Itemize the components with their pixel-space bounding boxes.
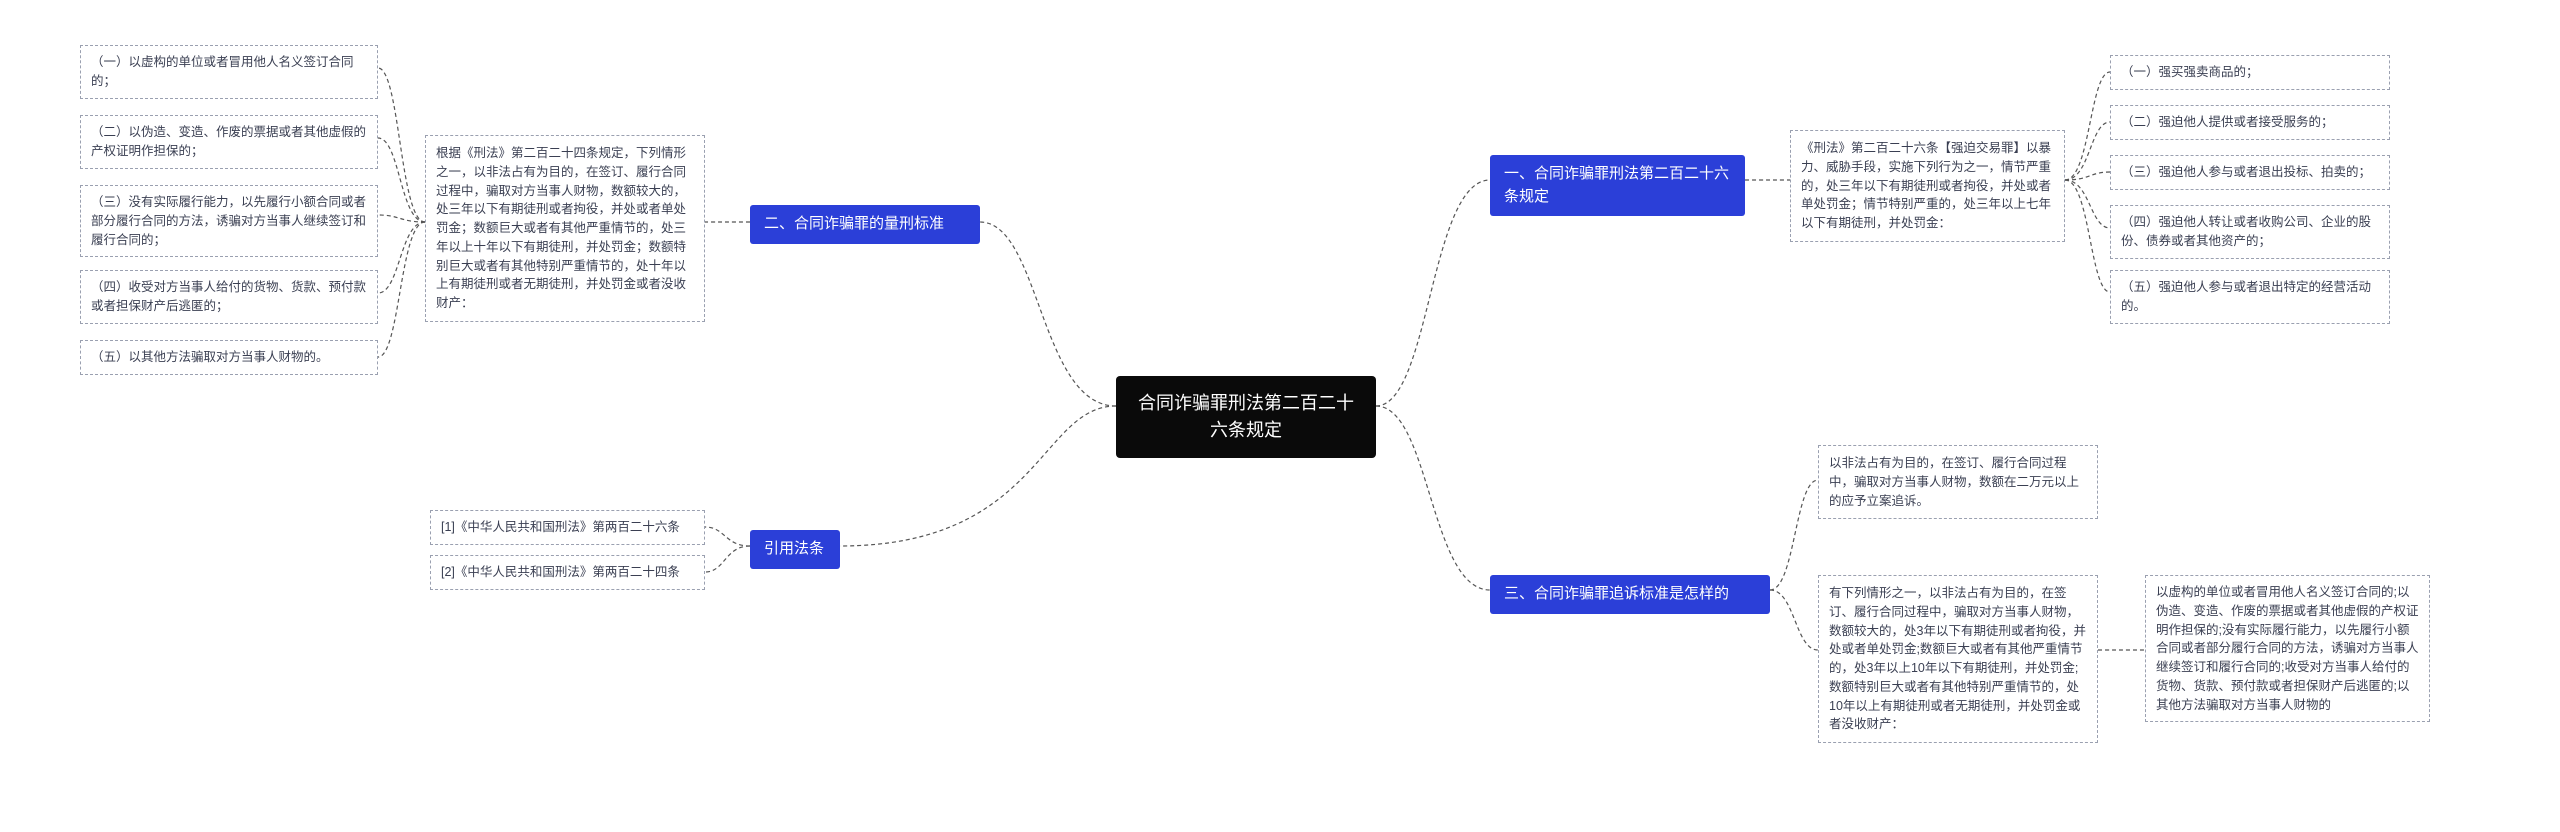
branch-2[interactable]: 二、合同诈骗罪的量刑标准 — [750, 205, 980, 244]
branch-2-leaf-2-text: （三）没有实际履行能力，以先履行小额合同或者部分履行合同的方法，诱骗对方当事人继… — [91, 195, 366, 247]
branch-1-leaf-2-text: （三）强迫他人参与或者退出投标、拍卖的； — [2121, 165, 2371, 179]
branch-3-leaf2: 以虚构的单位或者冒用他人名义签订合同的;以伪造、变造、作废的票据或者其他虚假的产… — [2145, 575, 2430, 722]
branch-4-leaf-1-text: [2]《中华人民共和国刑法》第两百二十四条 — [441, 565, 680, 579]
branch-2-leaf-4: （五）以其他方法骗取对方当事人财物的。 — [80, 340, 378, 375]
branch-1-label: 一、合同诈骗罪刑法第二百二十六条规定 — [1504, 165, 1729, 205]
branch-1-leaf-1-text: （二）强迫他人提供或者接受服务的； — [2121, 115, 2334, 129]
branch-3-desc1: 以非法占有为目的，在签订、履行合同过程中，骗取对方当事人财物，数额在二万元以上的… — [1818, 445, 2098, 519]
branch-3-desc2-text: 有下列情形之一，以非法占有为目的，在签订、履行合同过程中，骗取对方当事人财物，数… — [1829, 586, 2086, 731]
branch-2-leaf-4-text: （五）以其他方法骗取对方当事人财物的。 — [91, 350, 329, 364]
branch-3-desc2: 有下列情形之一，以非法占有为目的，在签订、履行合同过程中，骗取对方当事人财物，数… — [1818, 575, 2098, 743]
branch-3[interactable]: 三、合同诈骗罪追诉标准是怎样的 — [1490, 575, 1770, 614]
branch-4-leaf-1: [2]《中华人民共和国刑法》第两百二十四条 — [430, 555, 705, 590]
branch-2-desc: 根据《刑法》第二百二十四条规定，下列情形之一，以非法占有为目的，在签订、履行合同… — [425, 135, 705, 322]
branch-3-leaf2-text: 以虚构的单位或者冒用他人名义签订合同的;以伪造、变造、作废的票据或者其他虚假的产… — [2156, 585, 2419, 712]
branch-4-leaf-0: [1]《中华人民共和国刑法》第两百二十六条 — [430, 510, 705, 545]
root-text: 合同诈骗罪刑法第二百二十六条规定 — [1138, 393, 1354, 440]
branch-2-leaf-0-text: （一）以虚构的单位或者冒用他人名义签订合同的； — [91, 55, 354, 88]
mindmap-root[interactable]: 合同诈骗罪刑法第二百二十六条规定 — [1116, 376, 1376, 458]
branch-3-label: 三、合同诈骗罪追诉标准是怎样的 — [1504, 585, 1729, 602]
branch-2-leaf-2: （三）没有实际履行能力，以先履行小额合同或者部分履行合同的方法，诱骗对方当事人继… — [80, 185, 378, 257]
branch-1-leaf-3-text: （四）强迫他人转让或者收购公司、企业的股份、债券或者其他资产的； — [2121, 215, 2371, 248]
branch-2-leaf-1: （二）以伪造、变造、作废的票据或者其他虚假的产权证明作担保的； — [80, 115, 378, 169]
branch-1-leaf-0: （一）强买强卖商品的； — [2110, 55, 2390, 90]
branch-4-leaf-0-text: [1]《中华人民共和国刑法》第两百二十六条 — [441, 520, 680, 534]
branch-1-leaf-2: （三）强迫他人参与或者退出投标、拍卖的； — [2110, 155, 2390, 190]
branch-1-leaf-1: （二）强迫他人提供或者接受服务的； — [2110, 105, 2390, 140]
branch-4[interactable]: 引用法条 — [750, 530, 840, 569]
branch-1-leaf-4-text: （五）强迫他人参与或者退出特定的经营活动的。 — [2121, 280, 2371, 313]
branch-1-leaf-0-text: （一）强买强卖商品的； — [2121, 65, 2259, 79]
branch-1[interactable]: 一、合同诈骗罪刑法第二百二十六条规定 — [1490, 155, 1745, 216]
branch-1-leaf-4: （五）强迫他人参与或者退出特定的经营活动的。 — [2110, 270, 2390, 324]
branch-2-leaf-0: （一）以虚构的单位或者冒用他人名义签订合同的； — [80, 45, 378, 99]
branch-2-desc-text: 根据《刑法》第二百二十四条规定，下列情形之一，以非法占有为目的，在签订、履行合同… — [436, 146, 686, 310]
branch-3-desc1-text: 以非法占有为目的，在签订、履行合同过程中，骗取对方当事人财物，数额在二万元以上的… — [1829, 456, 2079, 508]
branch-1-leaf-3: （四）强迫他人转让或者收购公司、企业的股份、债券或者其他资产的； — [2110, 205, 2390, 259]
branch-4-label: 引用法条 — [764, 540, 824, 557]
branch-1-desc-text: 《刑法》第二百二十六条【强迫交易罪】以暴力、威胁手段，实施下列行为之一，情节严重… — [1801, 141, 2051, 230]
branch-1-desc: 《刑法》第二百二十六条【强迫交易罪】以暴力、威胁手段，实施下列行为之一，情节严重… — [1790, 130, 2065, 242]
branch-2-leaf-1-text: （二）以伪造、变造、作废的票据或者其他虚假的产权证明作担保的； — [91, 125, 366, 158]
branch-2-leaf-3-text: （四）收受对方当事人给付的货物、货款、预付款或者担保财产后逃匿的； — [91, 280, 366, 313]
branch-2-label: 二、合同诈骗罪的量刑标准 — [764, 215, 944, 232]
branch-2-leaf-3: （四）收受对方当事人给付的货物、货款、预付款或者担保财产后逃匿的； — [80, 270, 378, 324]
